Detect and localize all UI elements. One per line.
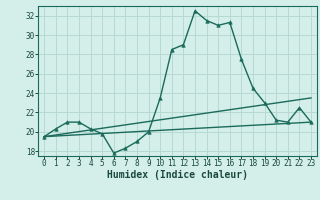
X-axis label: Humidex (Indice chaleur): Humidex (Indice chaleur) — [107, 170, 248, 180]
